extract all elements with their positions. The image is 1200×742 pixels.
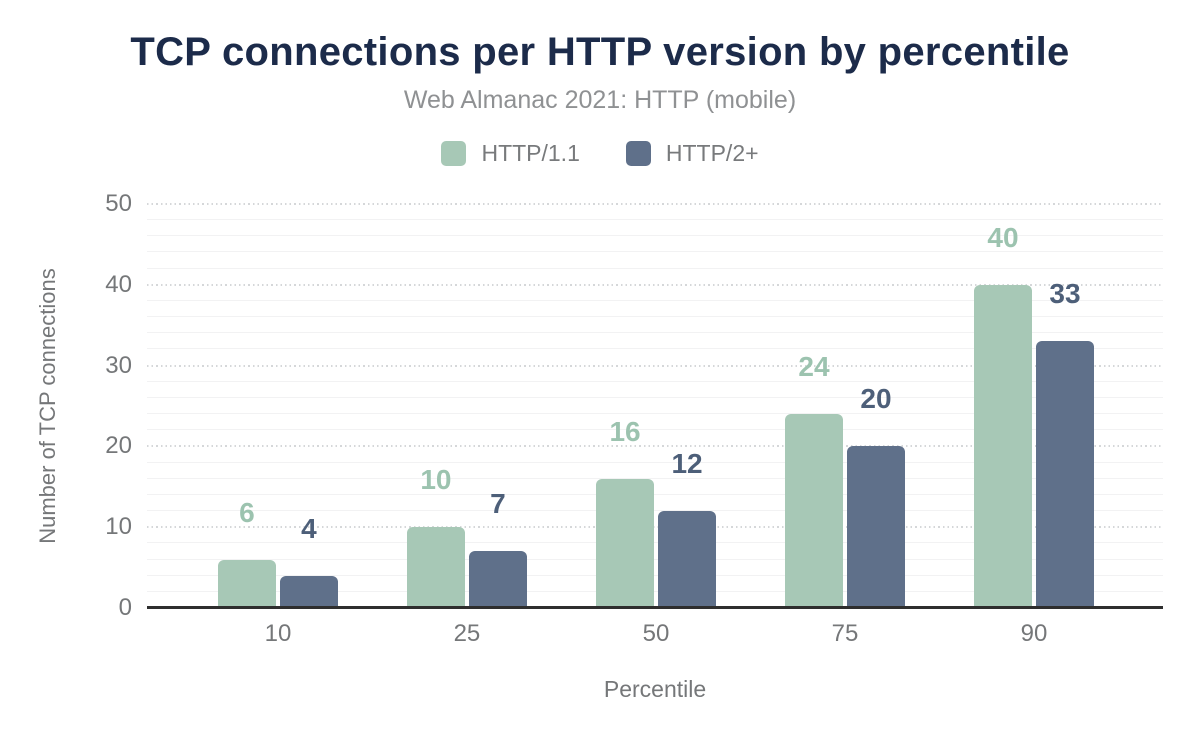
bar-http11-p90	[973, 284, 1032, 608]
y-tick-label: 30	[105, 351, 132, 379]
bar-value-label: 6	[239, 496, 255, 528]
bar-group-p25: 10 7	[406, 204, 527, 608]
bar-value-label: 24	[798, 351, 830, 383]
gridline-minor	[147, 574, 1163, 576]
bar-http11-p25	[406, 527, 465, 608]
bar-http11-p10	[217, 559, 276, 608]
x-tick-label: 90	[1020, 620, 1048, 647]
gridline-minor	[147, 267, 1163, 269]
gridline-minor	[147, 493, 1163, 495]
legend-item-0: HTTP/1.1	[441, 140, 580, 167]
gridline-major	[147, 283, 1163, 286]
legend-item-1: HTTP/2+	[625, 140, 759, 167]
bar-http2-p50	[658, 511, 717, 608]
bar-value-label: 16	[609, 415, 641, 447]
bar-http2-p90	[1035, 341, 1094, 608]
y-axis-title: Number of TCP connections	[35, 268, 60, 544]
bar-http2-p25	[468, 551, 527, 608]
gridline-minor	[147, 510, 1163, 512]
bar-group-p50: 16 12	[596, 204, 717, 608]
x-tick-label: 25	[453, 620, 481, 647]
gridline-minor	[147, 235, 1163, 237]
y-tick-label: 20	[105, 432, 132, 460]
bar-value-label: 10	[420, 464, 452, 496]
y-tick-label: 0	[118, 594, 132, 621]
bar-group-p90: 40 33	[973, 204, 1094, 608]
legend-label: HTTP/1.1	[481, 140, 580, 166]
bar-value-label: 20	[860, 383, 892, 415]
gridline-minor	[147, 413, 1163, 415]
bar-value-label: 12	[671, 448, 703, 480]
legend-swatch-icon	[441, 141, 467, 166]
gridline-minor	[147, 348, 1163, 350]
x-axis-title: Percentile	[603, 676, 707, 702]
bar-group-p75: 24 20	[784, 204, 905, 608]
x-tick-label: 10	[264, 620, 292, 647]
bar-http11-p75	[784, 414, 843, 608]
gridline-major	[147, 203, 1163, 205]
gridline-minor	[147, 332, 1163, 334]
gridline-major	[147, 526, 1163, 529]
y-tick-label: 10	[105, 513, 132, 541]
y-tick-label: 40	[105, 270, 132, 298]
bar-value-label: 40	[987, 221, 1019, 253]
chart-subtitle: Web Almanac 2021: HTTP (mobile)	[403, 86, 797, 114]
chart-title: TCP connections per HTTP version by perc…	[130, 30, 1070, 74]
gridline-minor	[147, 219, 1163, 221]
bar-value-label: 4	[301, 512, 317, 544]
gridline-minor	[147, 251, 1163, 253]
bar-value-label: 33	[1049, 278, 1081, 310]
bar-value-label: 7	[490, 488, 506, 520]
y-tick-label: 50	[105, 190, 132, 217]
gridline-minor	[147, 477, 1163, 479]
gridline-minor	[147, 380, 1163, 382]
gridline-minor	[147, 461, 1163, 463]
gridline-minor	[147, 590, 1163, 592]
gridline-minor	[147, 558, 1163, 560]
gridline-minor	[147, 299, 1163, 301]
legend: HTTP/1.1 HTTP/2+	[0, 140, 1200, 167]
gridline-minor	[147, 542, 1163, 544]
legend-label: HTTP/2+	[665, 140, 759, 166]
gridline-major	[147, 445, 1163, 448]
gridline-minor	[147, 396, 1163, 398]
plot-area: 6 4 10 7 16 12 24 20 40 33	[147, 203, 1163, 608]
bar-http2-p75	[846, 446, 905, 608]
bar-http2-p10	[279, 575, 338, 608]
bar-http11-p50	[596, 478, 655, 608]
gridline-minor	[147, 316, 1163, 318]
gridline-major	[147, 364, 1163, 367]
x-tick-label: 75	[831, 620, 859, 647]
gridline-minor	[147, 429, 1163, 431]
legend-swatch-icon	[625, 141, 651, 166]
x-tick-label: 50	[642, 620, 670, 647]
x-axis-line	[147, 606, 1163, 609]
